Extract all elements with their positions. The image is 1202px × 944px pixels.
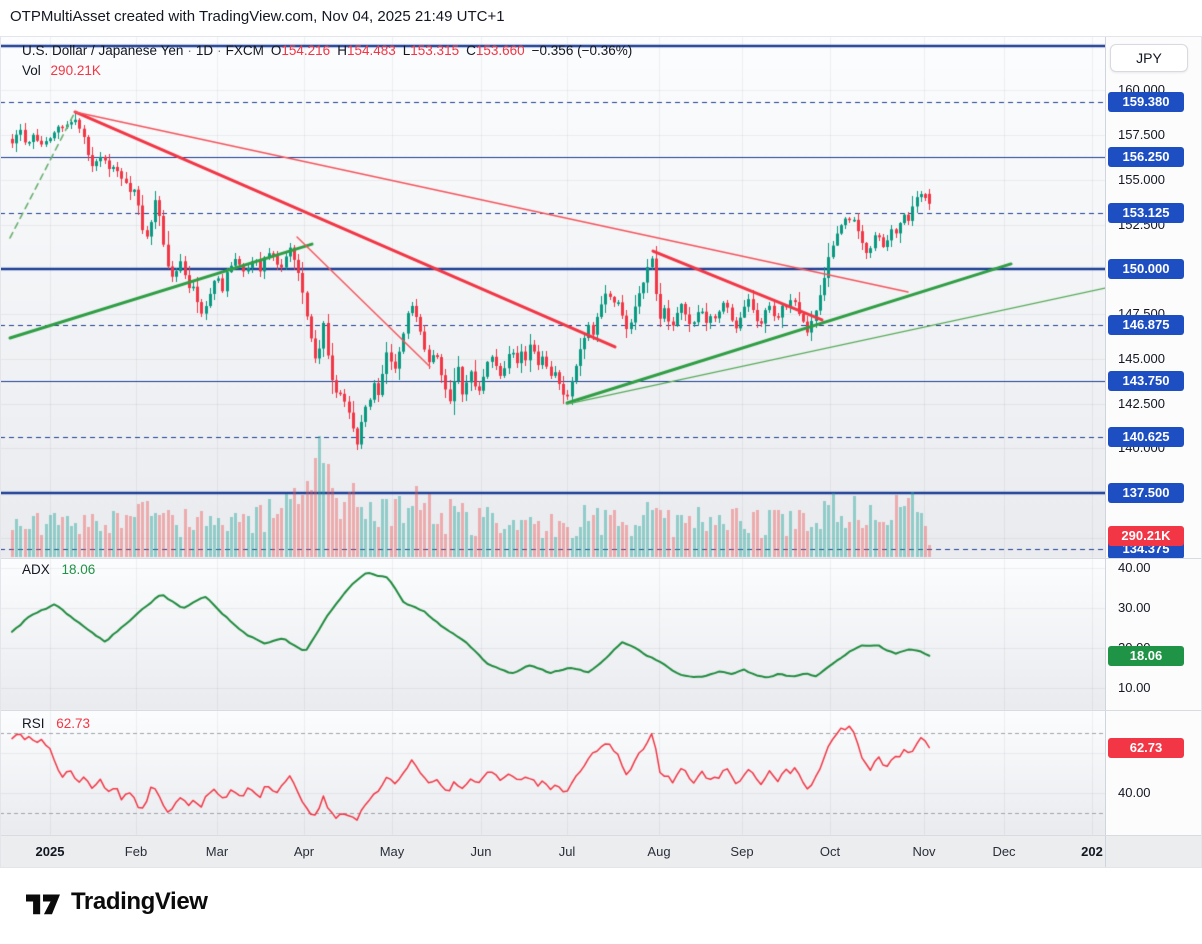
separator-dot: · — [217, 43, 222, 58]
adx-tick-label: 30.00 — [1118, 600, 1151, 615]
time-axis[interactable]: 2025 Feb Mar Apr May Jun Jul Aug Sep Oct Nov Dec 202 — [0, 836, 1202, 868]
exchange-label: FXCM — [225, 43, 264, 58]
header-note: OTPMultiAsset created with TradingView.c… — [10, 8, 505, 25]
legend-row-volume: Vol 290.21K — [22, 63, 632, 78]
low-label: L — [402, 43, 411, 58]
rsi-pane-legend[interactable]: RSI 62.73 — [22, 716, 90, 731]
rsi-value: 62.73 — [56, 716, 91, 731]
year-label: 2025 — [35, 844, 65, 859]
price-tick-label: 157.500 — [1118, 127, 1165, 143]
close-label: C — [466, 43, 476, 58]
symbol-name: U.S. Dollar / Japanese Yen — [22, 43, 184, 58]
volume-value: 290.21K — [50, 63, 101, 78]
right-axis[interactable]: JPY 160.000 157.500 155.000 152.500 147.500 1… — [1105, 36, 1202, 836]
price-chart-canvas[interactable] — [0, 36, 1105, 836]
price-level-badge: 150.000 — [1108, 259, 1184, 280]
rsi-label: RSI — [22, 716, 45, 731]
price-level-badge: 140.625 — [1108, 427, 1184, 448]
pane-separator — [0, 835, 1202, 836]
month-label: Sep — [730, 844, 754, 859]
month-label: Apr — [293, 844, 315, 859]
month-label: Oct — [819, 844, 841, 859]
legend-row-main: U.S. Dollar / Japanese Yen · 1D · FXCM O154.2… — [22, 43, 632, 58]
month-label: Aug — [647, 844, 671, 859]
month-label: Dec — [992, 844, 1016, 859]
pane-separator[interactable] — [0, 710, 1202, 711]
open-value: 154.216 — [281, 43, 331, 58]
price-tick-label: 145.000 — [1118, 350, 1165, 366]
rsi-tick-label: 40.00 — [1118, 785, 1151, 800]
price-level-badge: 153.125 — [1108, 203, 1184, 224]
month-label: Jun — [470, 844, 492, 859]
month-label: Mar — [205, 844, 229, 859]
month-label: Nov — [912, 844, 936, 859]
adx-tick-label: 10.00 — [1118, 680, 1151, 695]
change-value: −0.356 (−0.36%) — [531, 43, 633, 58]
adx-value-badge: 18.06 — [1108, 645, 1184, 666]
volume-badge: 290.21K — [1108, 526, 1184, 546]
low-value: 153.315 — [410, 43, 460, 58]
separator-dot: · — [187, 43, 192, 58]
interval-label: 1D — [195, 43, 214, 58]
adx-label: ADX — [22, 562, 50, 577]
high-value: 154.483 — [346, 43, 396, 58]
tradingview-logo-icon — [26, 894, 60, 915]
adx-tick-label: 40.00 — [1118, 560, 1151, 575]
price-level-badge: 156.250 — [1108, 147, 1184, 168]
price-level-badge: 146.875 — [1108, 315, 1184, 336]
price-level-badge: 143.750 — [1108, 371, 1184, 392]
price-tick-label: 155.000 — [1118, 171, 1165, 187]
rsi-value-badge: 62.73 — [1108, 737, 1184, 758]
pane-separator[interactable] — [0, 558, 1202, 559]
adx-pane-legend[interactable]: ADX 18.06 — [22, 562, 95, 577]
volume-label: Vol — [22, 63, 41, 78]
price-tick-label: 142.500 — [1118, 395, 1165, 411]
year-label: 202 — [1081, 844, 1103, 859]
adx-value: 18.06 — [61, 562, 96, 577]
high-label: H — [337, 43, 347, 58]
month-label: Jul — [558, 844, 576, 859]
price-level-badge: 159.380 — [1108, 91, 1184, 112]
open-label: O — [270, 43, 282, 58]
tradingview-logo-text: TradingView — [71, 888, 208, 915]
close-value: 153.660 — [475, 43, 525, 58]
tradingview-logo[interactable]: TradingView — [26, 888, 208, 916]
currency-button[interactable]: JPY — [1110, 44, 1188, 72]
price-level-badge: 137.500 — [1108, 483, 1184, 504]
axis-separator — [1105, 36, 1106, 868]
month-label: Feb — [124, 844, 148, 859]
month-label: May — [379, 844, 405, 859]
symbol-legend[interactable]: U.S. Dollar / Japanese Yen · 1D · FXCM O154.2… — [22, 43, 632, 78]
